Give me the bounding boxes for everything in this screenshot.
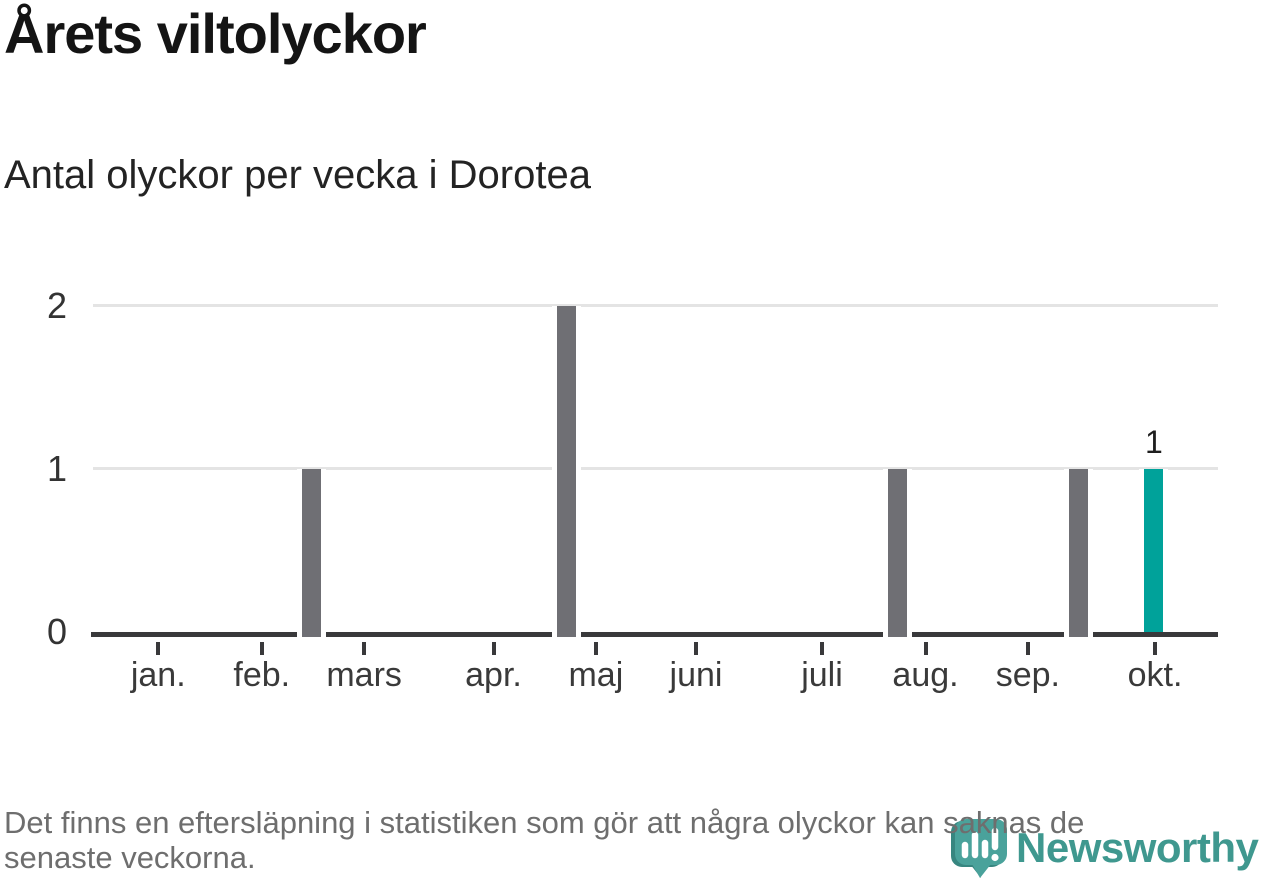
x-axis-line [91, 632, 1218, 637]
x-axis-label-sep: sep. [995, 656, 1061, 694]
footnote-line-2: senaste veckorna. [4, 839, 256, 875]
x-axis-tick-maj [593, 642, 598, 655]
x-axis-tick-juni [694, 642, 698, 655]
y-axis-label-1: 1 [46, 448, 67, 489]
bar [887, 469, 907, 637]
footnote: Det finns en eftersläpning i statistiken… [4, 805, 1085, 875]
x-axis-tick-jan [156, 642, 161, 655]
bar [557, 306, 577, 637]
x-axis-label-okt: okt. [1127, 656, 1183, 694]
bar [1069, 469, 1088, 637]
bar-chart-plot-area: 0 1 2 jan. feb. mars apr. maj juni juli aug. sep. ok… [47, 288, 1218, 694]
x-axis-label-juni: juni [669, 656, 723, 694]
bar-value-label: 1 [1144, 424, 1163, 460]
y-axis-label-2: 2 [46, 285, 67, 326]
x-axis-tick-apr [491, 642, 496, 655]
x-axis-tick-sep [1025, 642, 1030, 655]
chart-title: Årets viltolyckor [4, 2, 427, 65]
x-axis-label-aug: aug. [892, 656, 959, 694]
newsworthy-logo-text: Newsworthy [1016, 824, 1259, 871]
x-axis-tick-mars [362, 642, 367, 655]
y-axis-label-0: 0 [46, 611, 67, 652]
bar [301, 469, 321, 637]
x-axis-tick-feb [259, 642, 264, 655]
x-axis-tick-okt [1153, 642, 1157, 655]
x-axis-label-feb: feb. [233, 656, 291, 694]
newsworthy-chart-bubble-icon [951, 819, 1007, 878]
x-axis-tick-juli [820, 642, 824, 655]
x-axis-tick-aug [923, 642, 928, 655]
chart-subtitle: Antal olyckor per vecka i Dorotea [4, 153, 591, 197]
footnote-line-1: Det finns en eftersläpning i statistiken… [4, 805, 1085, 840]
x-axis-label-maj: maj [568, 656, 624, 694]
highlight-bar [1144, 469, 1164, 634]
x-axis-label-jan: jan. [130, 656, 186, 694]
x-axis-label-juli: juli [801, 656, 843, 694]
x-axis-label-apr: apr. [465, 656, 522, 694]
newsworthy-logo: Newsworthy [950, 817, 1259, 879]
gridline-y-2 [93, 304, 1218, 307]
gridline-y-1 [93, 467, 1218, 470]
x-axis-label-mars: mars [326, 656, 402, 694]
